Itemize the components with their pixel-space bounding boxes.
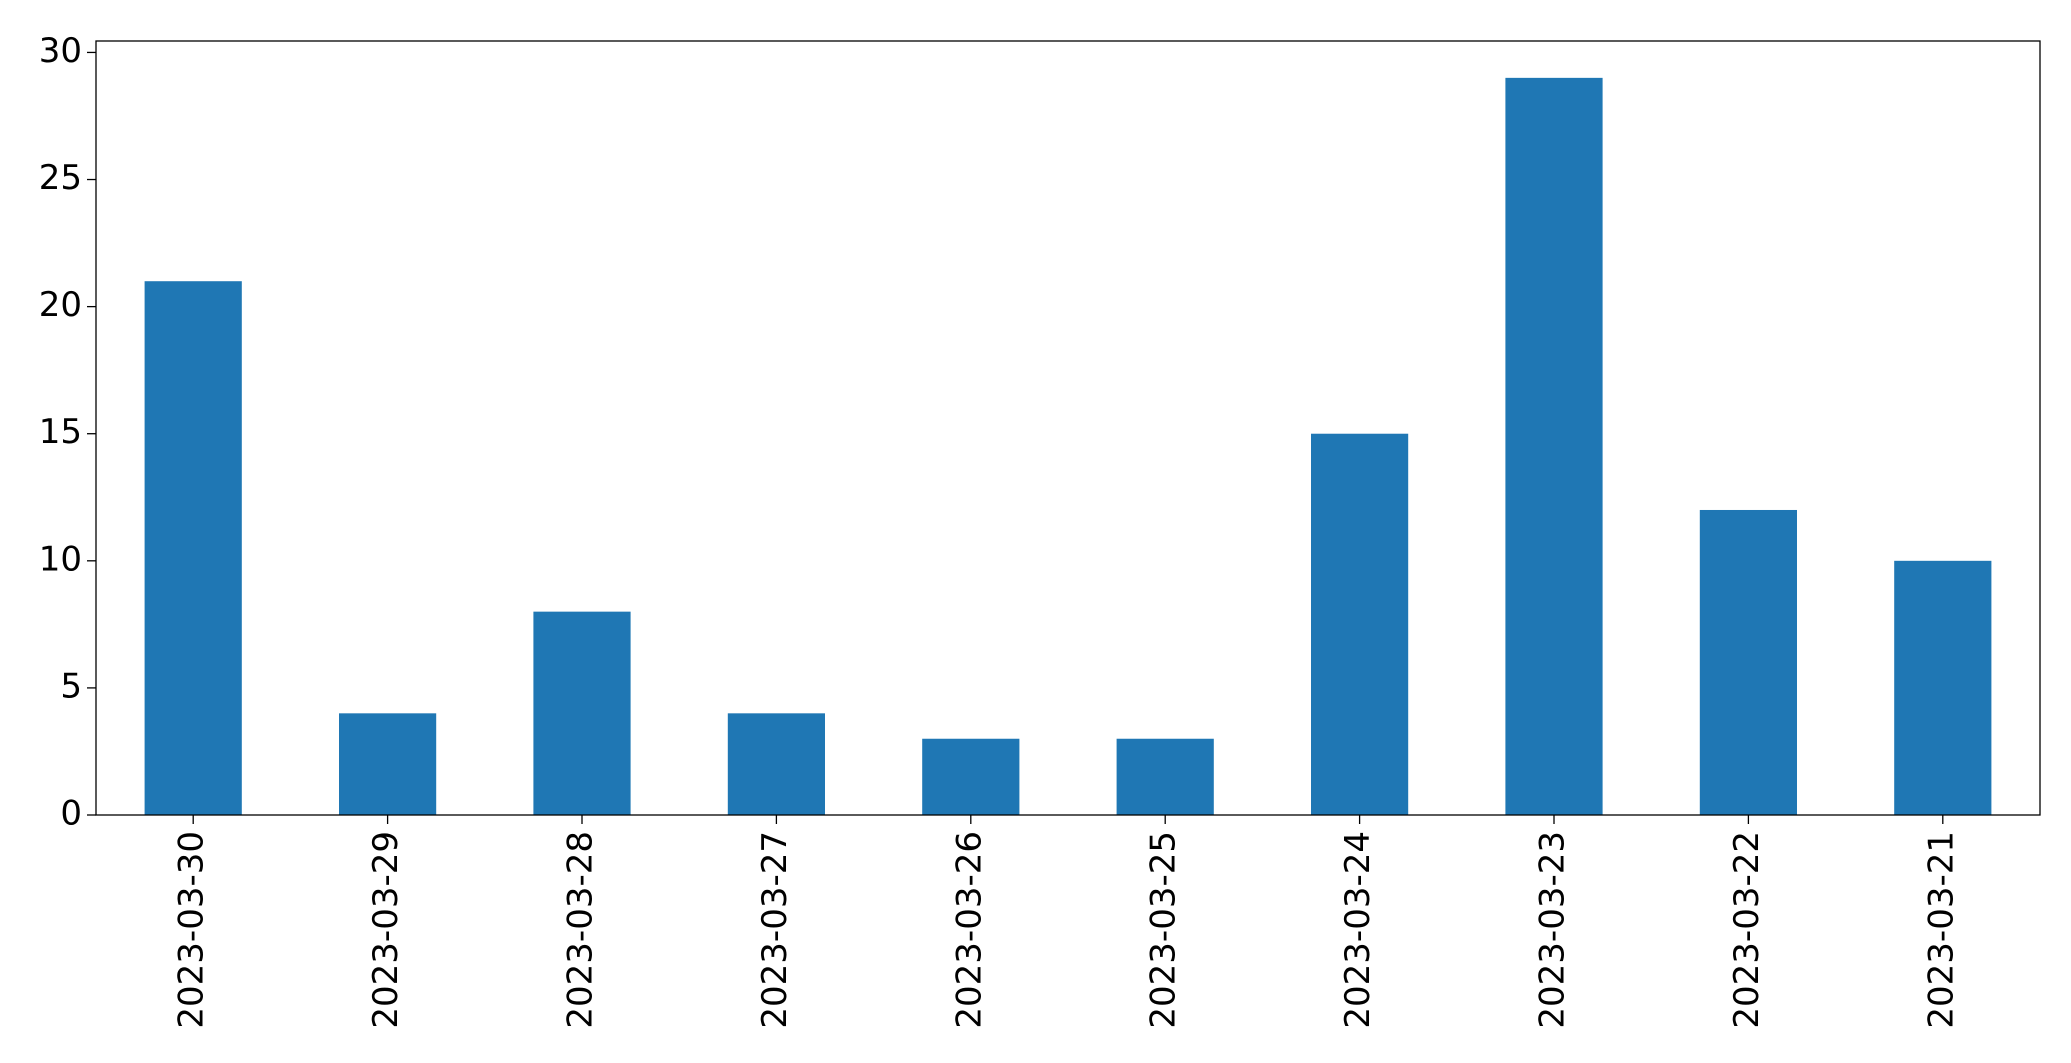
x-tick-label: 2023-03-23 [1533,831,1573,1029]
bar [1505,77,1603,816]
x-tick-label: 2023-03-29 [366,831,406,1029]
bar [1116,738,1214,815]
y-tick-label: 10 [39,539,82,579]
y-tick-label: 0 [60,794,82,834]
bar [1894,560,1992,815]
x-tick-label: 2023-03-28 [561,831,601,1029]
bar [922,738,1020,815]
bar [339,713,437,815]
bar [1311,433,1409,815]
y-tick-label: 15 [39,412,82,452]
bar [144,281,242,815]
bar [727,713,825,815]
y-tick-label: 25 [39,158,82,198]
x-tick-label: 2023-03-26 [949,831,989,1029]
axes-frame [95,40,2041,816]
bar [1699,509,1797,815]
y-tick-label: 5 [60,666,82,706]
y-tick-label: 30 [39,31,82,71]
x-tick-label: 2023-03-21 [1921,831,1961,1029]
bar [533,611,631,815]
x-tick-label: 2023-03-24 [1338,831,1378,1029]
y-tick-label: 20 [39,285,82,325]
x-tick-label: 2023-03-22 [1727,831,1767,1029]
x-tick-label: 2023-03-25 [1144,831,1184,1029]
x-tick-label: 2023-03-27 [755,831,795,1029]
x-tick-label: 2023-03-30 [172,831,212,1029]
